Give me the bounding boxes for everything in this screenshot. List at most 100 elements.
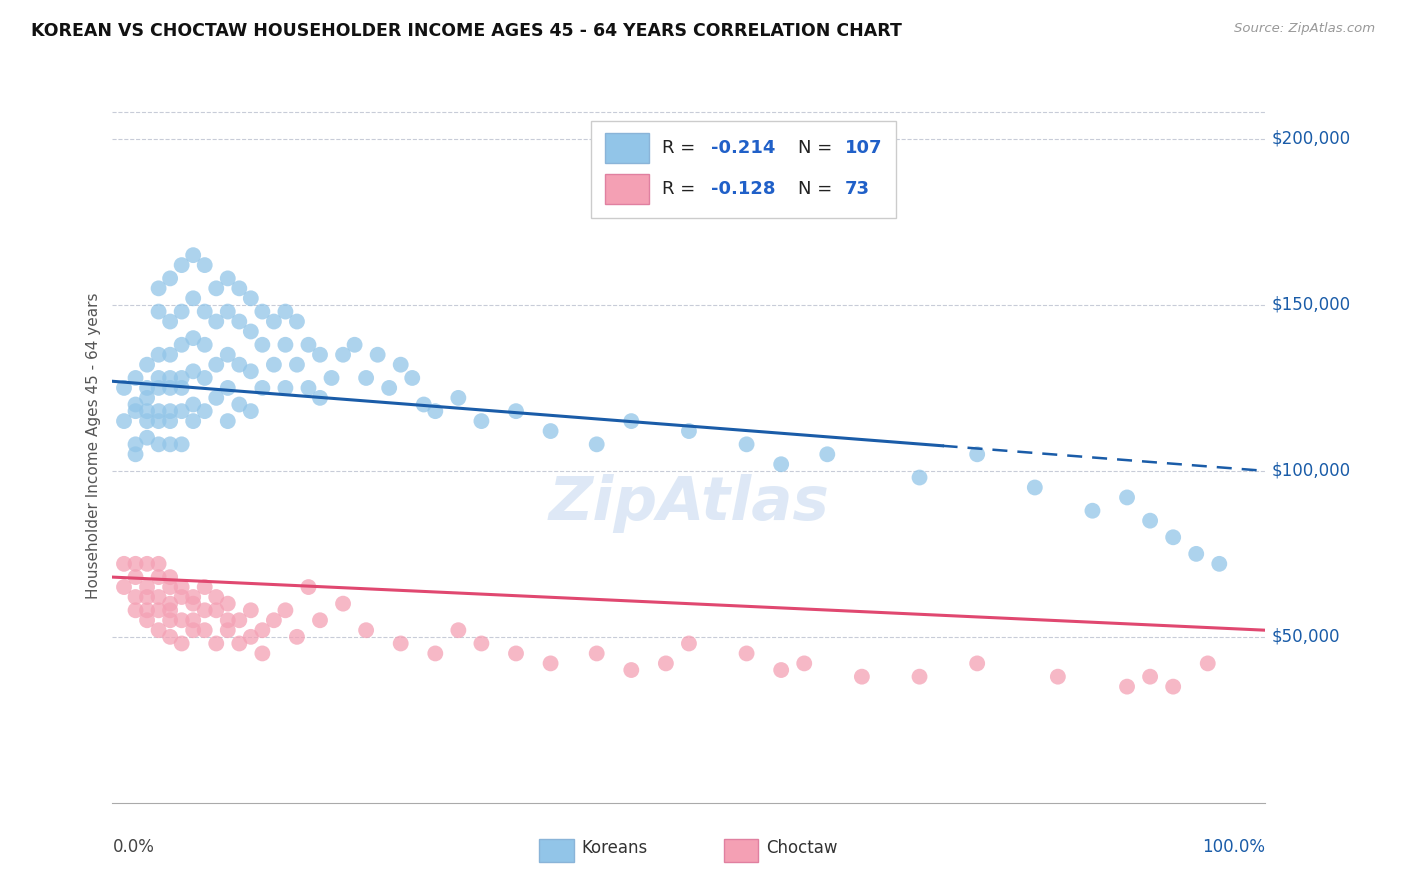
Point bbox=[966, 657, 988, 671]
Point bbox=[136, 603, 159, 617]
Point bbox=[159, 580, 181, 594]
Point bbox=[205, 281, 228, 295]
Point bbox=[159, 371, 181, 385]
Point bbox=[124, 447, 146, 461]
Text: Choctaw: Choctaw bbox=[766, 839, 838, 857]
Point bbox=[194, 580, 217, 594]
Text: ZipAtlas: ZipAtlas bbox=[548, 474, 830, 533]
Point bbox=[159, 381, 181, 395]
Point bbox=[136, 404, 159, 418]
Point bbox=[159, 437, 181, 451]
Point bbox=[1139, 514, 1161, 528]
Point bbox=[297, 338, 319, 352]
Text: 107: 107 bbox=[845, 139, 882, 157]
Point bbox=[1139, 670, 1161, 684]
Point bbox=[148, 570, 170, 584]
Point bbox=[205, 590, 228, 604]
Point bbox=[1116, 680, 1139, 694]
Point bbox=[228, 636, 250, 650]
Point bbox=[181, 291, 204, 305]
Point bbox=[205, 636, 228, 650]
Point bbox=[274, 381, 297, 395]
Point bbox=[148, 381, 170, 395]
Text: R =: R = bbox=[662, 180, 702, 198]
Point bbox=[170, 437, 193, 451]
Point bbox=[194, 603, 217, 617]
Point bbox=[367, 348, 389, 362]
Point bbox=[124, 371, 146, 385]
Point bbox=[770, 457, 793, 471]
Point bbox=[170, 404, 193, 418]
Point bbox=[585, 647, 607, 661]
Point bbox=[148, 437, 170, 451]
Point bbox=[112, 580, 135, 594]
Point bbox=[170, 590, 193, 604]
Point bbox=[1161, 530, 1184, 544]
Point bbox=[136, 391, 159, 405]
Point bbox=[194, 338, 217, 352]
Point bbox=[136, 557, 159, 571]
Point bbox=[136, 580, 159, 594]
Point bbox=[425, 404, 447, 418]
Point bbox=[309, 348, 332, 362]
Point bbox=[274, 338, 297, 352]
Point bbox=[389, 636, 412, 650]
Point bbox=[378, 381, 401, 395]
Point bbox=[447, 391, 470, 405]
Point bbox=[228, 613, 250, 627]
Point bbox=[124, 570, 146, 584]
Point bbox=[181, 590, 204, 604]
Point bbox=[159, 314, 181, 328]
Text: -0.214: -0.214 bbox=[711, 139, 775, 157]
Point bbox=[148, 348, 170, 362]
Point bbox=[148, 304, 170, 318]
Point bbox=[205, 391, 228, 405]
FancyBboxPatch shape bbox=[538, 839, 574, 862]
Point bbox=[239, 325, 262, 339]
Text: 73: 73 bbox=[845, 180, 869, 198]
Point bbox=[194, 304, 217, 318]
Point bbox=[252, 624, 274, 638]
Point bbox=[309, 613, 332, 627]
Point bbox=[170, 580, 193, 594]
Point bbox=[252, 304, 274, 318]
Point bbox=[136, 431, 159, 445]
Point bbox=[159, 271, 181, 285]
Point bbox=[228, 358, 250, 372]
Point bbox=[148, 281, 170, 295]
Point bbox=[170, 613, 193, 627]
Point bbox=[112, 381, 135, 395]
Point bbox=[124, 437, 146, 451]
Point bbox=[181, 397, 204, 411]
FancyBboxPatch shape bbox=[605, 134, 648, 163]
Point bbox=[194, 258, 217, 272]
Text: 0.0%: 0.0% bbox=[112, 838, 155, 856]
Point bbox=[540, 657, 562, 671]
Point bbox=[124, 603, 146, 617]
Point bbox=[170, 304, 193, 318]
Point bbox=[159, 597, 181, 611]
Point bbox=[217, 348, 239, 362]
Point bbox=[332, 348, 354, 362]
Point bbox=[217, 624, 239, 638]
Point bbox=[263, 314, 285, 328]
Point bbox=[205, 314, 228, 328]
Point bbox=[851, 670, 873, 684]
Point bbox=[1185, 547, 1208, 561]
Point bbox=[170, 636, 193, 650]
Point bbox=[170, 338, 193, 352]
Point bbox=[159, 348, 181, 362]
Point bbox=[136, 414, 159, 428]
Point bbox=[112, 414, 135, 428]
Point bbox=[343, 338, 366, 352]
Point bbox=[181, 248, 204, 262]
Point bbox=[678, 636, 700, 650]
Point bbox=[136, 358, 159, 372]
Point bbox=[239, 630, 262, 644]
Text: KOREAN VS CHOCTAW HOUSEHOLDER INCOME AGES 45 - 64 YEARS CORRELATION CHART: KOREAN VS CHOCTAW HOUSEHOLDER INCOME AGE… bbox=[31, 22, 901, 40]
Point bbox=[159, 613, 181, 627]
Point bbox=[239, 404, 262, 418]
Point bbox=[194, 371, 217, 385]
Point bbox=[401, 371, 423, 385]
Text: $200,000: $200,000 bbox=[1271, 130, 1350, 148]
